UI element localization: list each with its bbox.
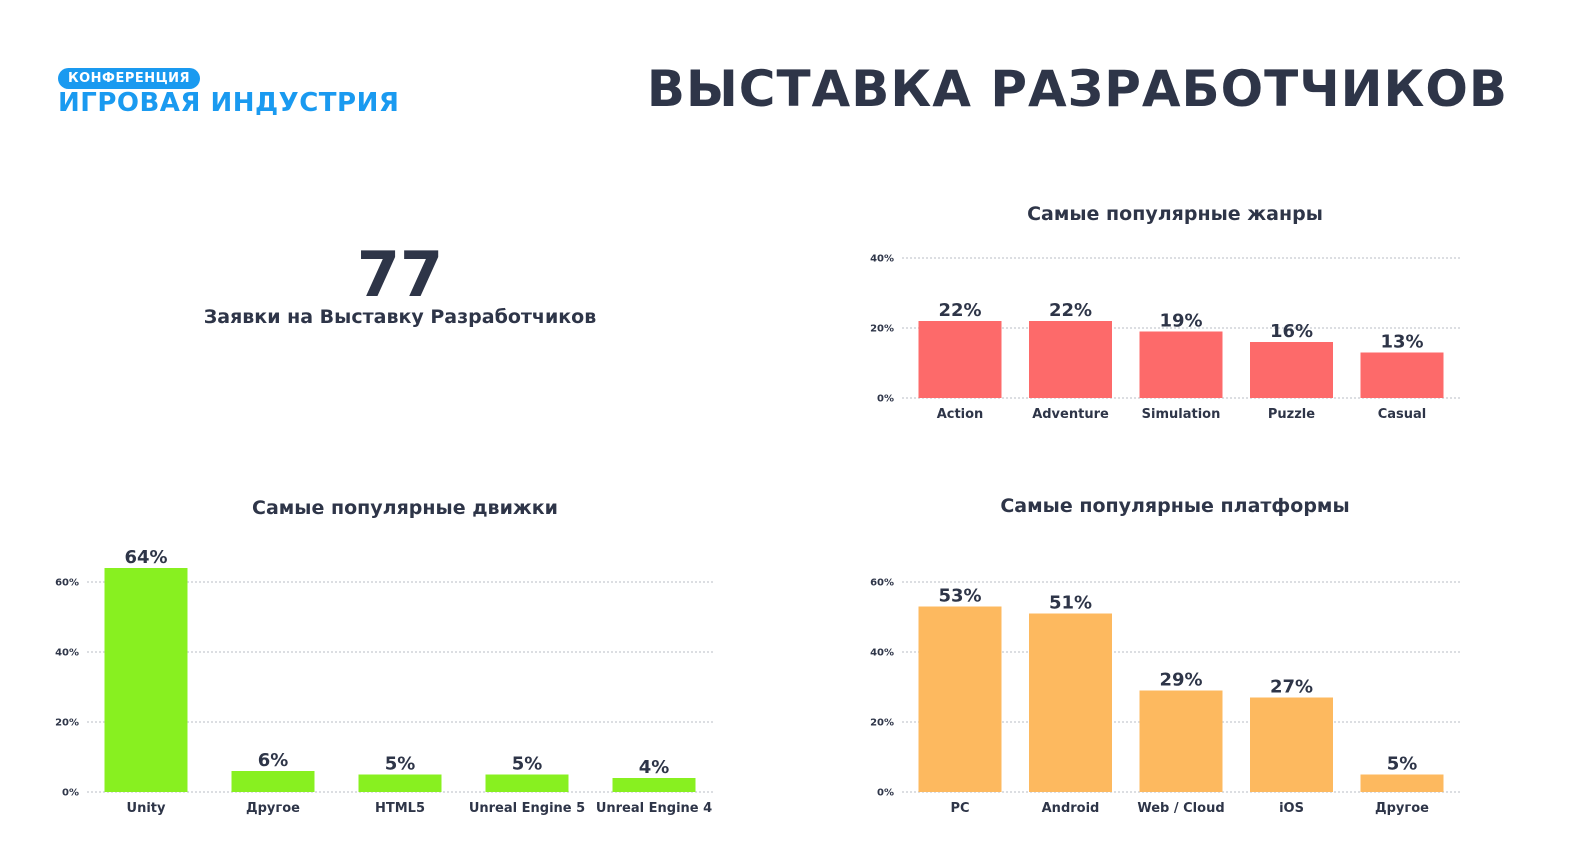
- applications-label: Заявки на Выставку Разработчиков: [203, 306, 597, 328]
- data-label: 13%: [1380, 332, 1423, 353]
- bar: [612, 778, 696, 792]
- y-tick-label: 60%: [55, 578, 79, 589]
- bar: [1360, 774, 1444, 792]
- logo-badge: КОНФЕРЕНЦИЯ: [58, 68, 201, 89]
- bar: [918, 606, 1002, 792]
- bar: [1250, 697, 1333, 792]
- y-tick-label: 20%: [870, 324, 894, 335]
- y-tick-label: 0%: [877, 394, 894, 405]
- bar: [485, 774, 569, 792]
- logo-name: ИГРОВАЯ ИНДУСТРИЯ: [58, 88, 400, 118]
- data-label: 16%: [1270, 321, 1313, 342]
- bar: [918, 321, 1002, 398]
- x-tick-label: Adventure: [1032, 407, 1109, 422]
- x-tick-label: Action: [937, 407, 984, 422]
- data-label: 4%: [639, 757, 670, 778]
- engines-chart-title: Самые популярные движки: [252, 497, 558, 519]
- data-label: 5%: [512, 754, 543, 775]
- data-label: 29%: [1159, 670, 1202, 691]
- genres-chart-title: Самые популярные жанры: [1027, 203, 1323, 225]
- x-tick-label: Другое: [246, 801, 300, 816]
- page-title: ВЫСТАВКА РАЗРАБОТЧИКОВ: [646, 60, 1508, 118]
- y-tick-label: 40%: [55, 648, 79, 659]
- bar: [1139, 331, 1223, 398]
- applications-count: 77: [356, 238, 444, 311]
- data-label: 19%: [1159, 311, 1202, 332]
- bar: [104, 568, 188, 792]
- y-tick-label: 20%: [870, 718, 894, 729]
- x-tick-label: Другое: [1375, 801, 1429, 816]
- platforms-chart: 0% 20% 40% 60% 53% PC 51% Android 29% Web / Cloud…: [870, 578, 1462, 816]
- data-label: 53%: [938, 586, 981, 607]
- x-tick-label: Puzzle: [1268, 407, 1315, 422]
- data-label: 5%: [1387, 754, 1418, 775]
- x-tick-label: Simulation: [1142, 407, 1221, 422]
- x-tick-label: HTML5: [375, 801, 425, 816]
- bar: [1029, 321, 1112, 398]
- x-tick-label: Casual: [1378, 407, 1427, 422]
- conference-logo: КОНФЕРЕНЦИЯ ИГРОВАЯ ИНДУСТРИЯ: [58, 67, 399, 118]
- data-label: 27%: [1270, 677, 1313, 698]
- y-tick-label: 0%: [62, 788, 79, 799]
- data-label: 51%: [1049, 593, 1092, 614]
- genres-chart: 0% 20% 40% 22% Action 22% Adventure 19% Simulati…: [870, 254, 1462, 422]
- x-tick-label: iOS: [1279, 801, 1304, 816]
- bar: [1360, 352, 1444, 398]
- bar: [1250, 342, 1333, 398]
- applications-stat: 77 Заявки на Выставку Разработчиков: [150, 238, 650, 329]
- x-tick-label: PC: [950, 801, 969, 816]
- x-tick-label: Android: [1042, 801, 1100, 816]
- y-tick-label: 40%: [870, 254, 894, 265]
- data-label: 22%: [938, 300, 981, 321]
- bar: [358, 774, 442, 792]
- data-label: 6%: [258, 750, 289, 771]
- x-tick-label: Web / Cloud: [1137, 801, 1224, 816]
- engines-chart: 0% 20% 40% 60% 64% Unity 6% Другое 5% HTML5 5% Unre…: [55, 547, 713, 816]
- y-tick-label: 20%: [55, 718, 79, 729]
- bar: [231, 771, 315, 792]
- y-tick-label: 60%: [870, 578, 894, 589]
- bar: [1029, 613, 1112, 792]
- y-tick-label: 0%: [877, 788, 894, 799]
- data-label: 5%: [385, 754, 416, 775]
- y-tick-label: 40%: [870, 648, 894, 659]
- platforms-chart-title: Самые популярные платформы: [1000, 495, 1350, 517]
- bar: [1139, 690, 1223, 792]
- x-tick-label: Unity: [127, 801, 166, 816]
- data-label: 22%: [1049, 300, 1092, 321]
- x-tick-label: Unreal Engine 4: [596, 801, 712, 816]
- x-tick-label: Unreal Engine 5: [469, 801, 585, 816]
- data-label: 64%: [124, 547, 167, 568]
